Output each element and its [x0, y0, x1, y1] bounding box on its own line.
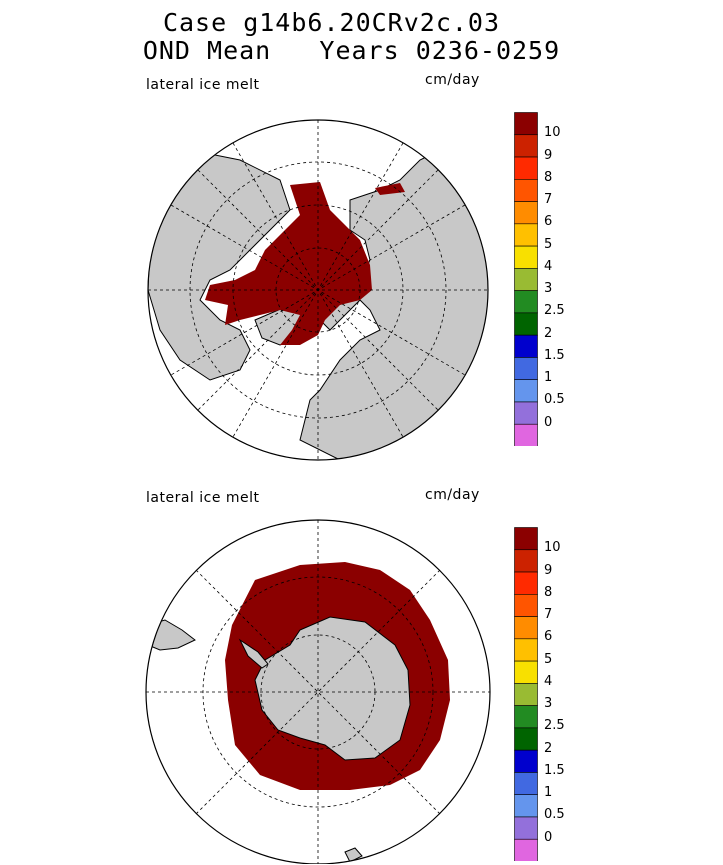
colorbar-tick-label: 0 [544, 414, 553, 430]
colorbar-tick-label: 8 [544, 169, 553, 185]
colorbar-tick-label: 9 [544, 562, 553, 578]
colorbar-swatch [514, 549, 538, 573]
colorbar-tick-label: 0 [544, 829, 553, 845]
panel1-variable-label: lateral ice melt [146, 77, 260, 93]
colorbar-tick-label: 5 [544, 651, 553, 667]
colorbar-swatch [514, 156, 538, 180]
south-landmass-peninsula [238, 638, 269, 669]
panel2-variable-label: lateral ice melt [146, 490, 260, 506]
north-ice-melt-region [205, 182, 372, 345]
panel1-units-label: cm/day [425, 72, 480, 88]
colorbar-tick-label: 8 [544, 584, 553, 600]
colorbar-swatch [514, 201, 538, 225]
colorbar-swatch [514, 290, 538, 314]
colorbar-tick-label: 7 [544, 192, 553, 208]
colorbar-swatch [514, 749, 538, 773]
south-landmass-antarctica [254, 616, 411, 761]
colorbar-tick-label: 2.5 [544, 718, 565, 734]
colorbar-tick-label: 1.5 [544, 762, 565, 778]
colorbar-tick-label: 5 [544, 236, 553, 252]
colorbar-swatch [514, 683, 538, 706]
colorbar-swatch [514, 638, 538, 662]
colorbar-swatch [514, 794, 538, 818]
colorbar-swatch [514, 571, 538, 595]
north-landmass-north-america [148, 149, 291, 381]
colorbar-swatch [514, 527, 538, 551]
colorbar-swatch [514, 816, 538, 840]
colorbar-tick-label: 0.5 [544, 392, 565, 408]
colorbar-tick-label: 2.5 [544, 303, 565, 319]
colorbar-swatch [514, 616, 538, 640]
south-landmass-australia [344, 847, 363, 863]
colorbar-north [514, 112, 538, 450]
colorbar-tick-label: 3 [544, 281, 553, 297]
figure-title-line1: Case g14b6.20CRv2c.03 [162, 8, 501, 37]
colorbar-tick-label: 6 [544, 629, 553, 645]
colorbar-swatch [514, 245, 538, 269]
colorbar-tick-label: 2 [544, 325, 553, 341]
colorbar-tick-label: 1 [544, 370, 553, 386]
colorbar-swatch [514, 223, 538, 247]
colorbar-swatch [514, 334, 538, 358]
colorbar-swatch [514, 112, 538, 136]
colorbar-tick-label: 7 [544, 607, 553, 623]
colorbar-swatch [514, 727, 538, 751]
colorbar-swatch [514, 401, 538, 425]
colorbar-tick-label: 4 [544, 258, 553, 274]
colorbar-swatch [514, 594, 538, 617]
colorbar-swatch [514, 268, 538, 291]
colorbar-tick-label: 6 [544, 214, 553, 230]
colorbar-swatch [514, 357, 538, 381]
colorbar-tick-label: 1.5 [544, 347, 565, 363]
colorbar-swatch [514, 838, 538, 862]
colorbar-swatch [514, 423, 538, 447]
colorbar-tick-label: 10 [544, 125, 561, 141]
north-ice-melt-east [375, 183, 405, 195]
colorbar-tick-label: 3 [544, 696, 553, 712]
colorbar-swatch [514, 379, 538, 403]
colorbar-swatch [514, 312, 538, 336]
colorbar-swatch [514, 660, 538, 684]
colorbar-tick-label: 4 [544, 673, 553, 689]
colorbar-tick-label: 1 [544, 785, 553, 801]
colorbar-swatch [514, 705, 538, 729]
south-ice-melt-ring [225, 562, 450, 790]
colorbar-north-swatches [514, 112, 538, 447]
colorbar-tick-label: 10 [544, 540, 561, 556]
colorbar-swatch [514, 179, 538, 202]
colorbar-tick-label: 2 [544, 740, 553, 756]
colorbar-south [514, 527, 538, 865]
colorbar-swatch [514, 772, 538, 796]
figure-title-line2: OND Mean Years 0236-0259 [142, 36, 561, 65]
colorbar-south-swatches [514, 527, 538, 862]
colorbar-tick-label: 9 [544, 147, 553, 163]
south-polar-map [145, 519, 491, 864]
panel2-units-label: cm/day [425, 487, 480, 503]
colorbar-swatch [514, 134, 538, 158]
north-polar-map [147, 119, 489, 461]
colorbar-tick-label: 0.5 [544, 807, 565, 823]
